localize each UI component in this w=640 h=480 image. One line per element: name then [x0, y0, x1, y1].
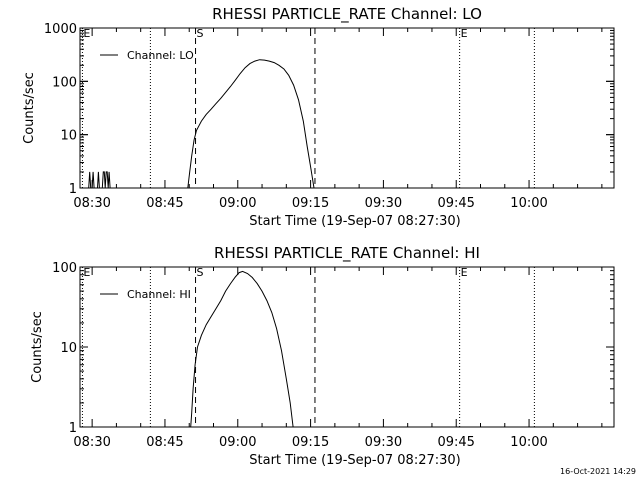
plot-frame — [79, 27, 615, 189]
interval-marker-label: E — [83, 27, 90, 40]
x-tick-label: 08:45 — [146, 435, 183, 450]
legend-label: Channel: HI — [127, 288, 191, 301]
y-tick-label: 100 — [52, 75, 77, 90]
x-tick-label: 09:00 — [219, 435, 256, 450]
x-tick-label: 10:00 — [510, 435, 547, 450]
series-line — [88, 171, 111, 189]
y-tick-label: 1000 — [44, 22, 77, 37]
x-axis-label: Start Time (19-Sep-07 08:27:30) — [249, 453, 460, 468]
x-tick-label: 09:15 — [292, 196, 329, 211]
x-tick-label: 08:45 — [146, 196, 183, 211]
x-tick-label: 08:30 — [73, 196, 110, 211]
plot-timestamp: 16-Oct-2021 14:29 — [560, 467, 636, 476]
chart-title: RHESSI PARTICLE_RATE Channel: LO — [212, 5, 482, 24]
x-tick-label: 09:15 — [292, 435, 329, 450]
x-tick-label: 09:00 — [219, 196, 256, 211]
y-tick-label: 1 — [69, 421, 77, 436]
y-tick-label: 10 — [60, 129, 77, 144]
x-axis-label: Start Time (19-Sep-07 08:27:30) — [249, 214, 460, 229]
chart-title: RHESSI PARTICLE_RATE Channel: HI — [214, 244, 480, 263]
interval-marker-label: E — [461, 266, 468, 279]
interval-marker-label: E — [83, 266, 90, 279]
hi-channel-panel: RHESSI PARTICLE_RATE Channel: HI 08:30 08:… — [30, 244, 615, 468]
x-tick-label: 10:00 — [510, 196, 547, 211]
x-tick-label: 09:45 — [437, 196, 474, 211]
y-tick-label: 10 — [60, 341, 77, 356]
y-tick-label: 100 — [52, 261, 77, 276]
y-tick-label: 1 — [69, 182, 77, 197]
y-axis-label: Counts/sec — [30, 311, 45, 383]
x-tick-label: 09:30 — [365, 196, 402, 211]
x-tick-label: 09:45 — [437, 435, 474, 450]
legend-label: Channel: LO — [127, 49, 194, 62]
x-tick-label: 08:30 — [73, 435, 110, 450]
y-axis-label: Counts/sec — [22, 72, 37, 144]
interval-marker-label: S — [197, 27, 204, 40]
interval-marker-label: E — [461, 27, 468, 40]
x-tick-label: 09:30 — [365, 435, 402, 450]
series-line — [187, 59, 315, 189]
series-line — [190, 270, 294, 428]
lo-channel-panel: RHESSI PARTICLE_RATE Channel: LO 08:30 08:… — [22, 5, 615, 229]
interval-marker-label: S — [197, 266, 204, 279]
